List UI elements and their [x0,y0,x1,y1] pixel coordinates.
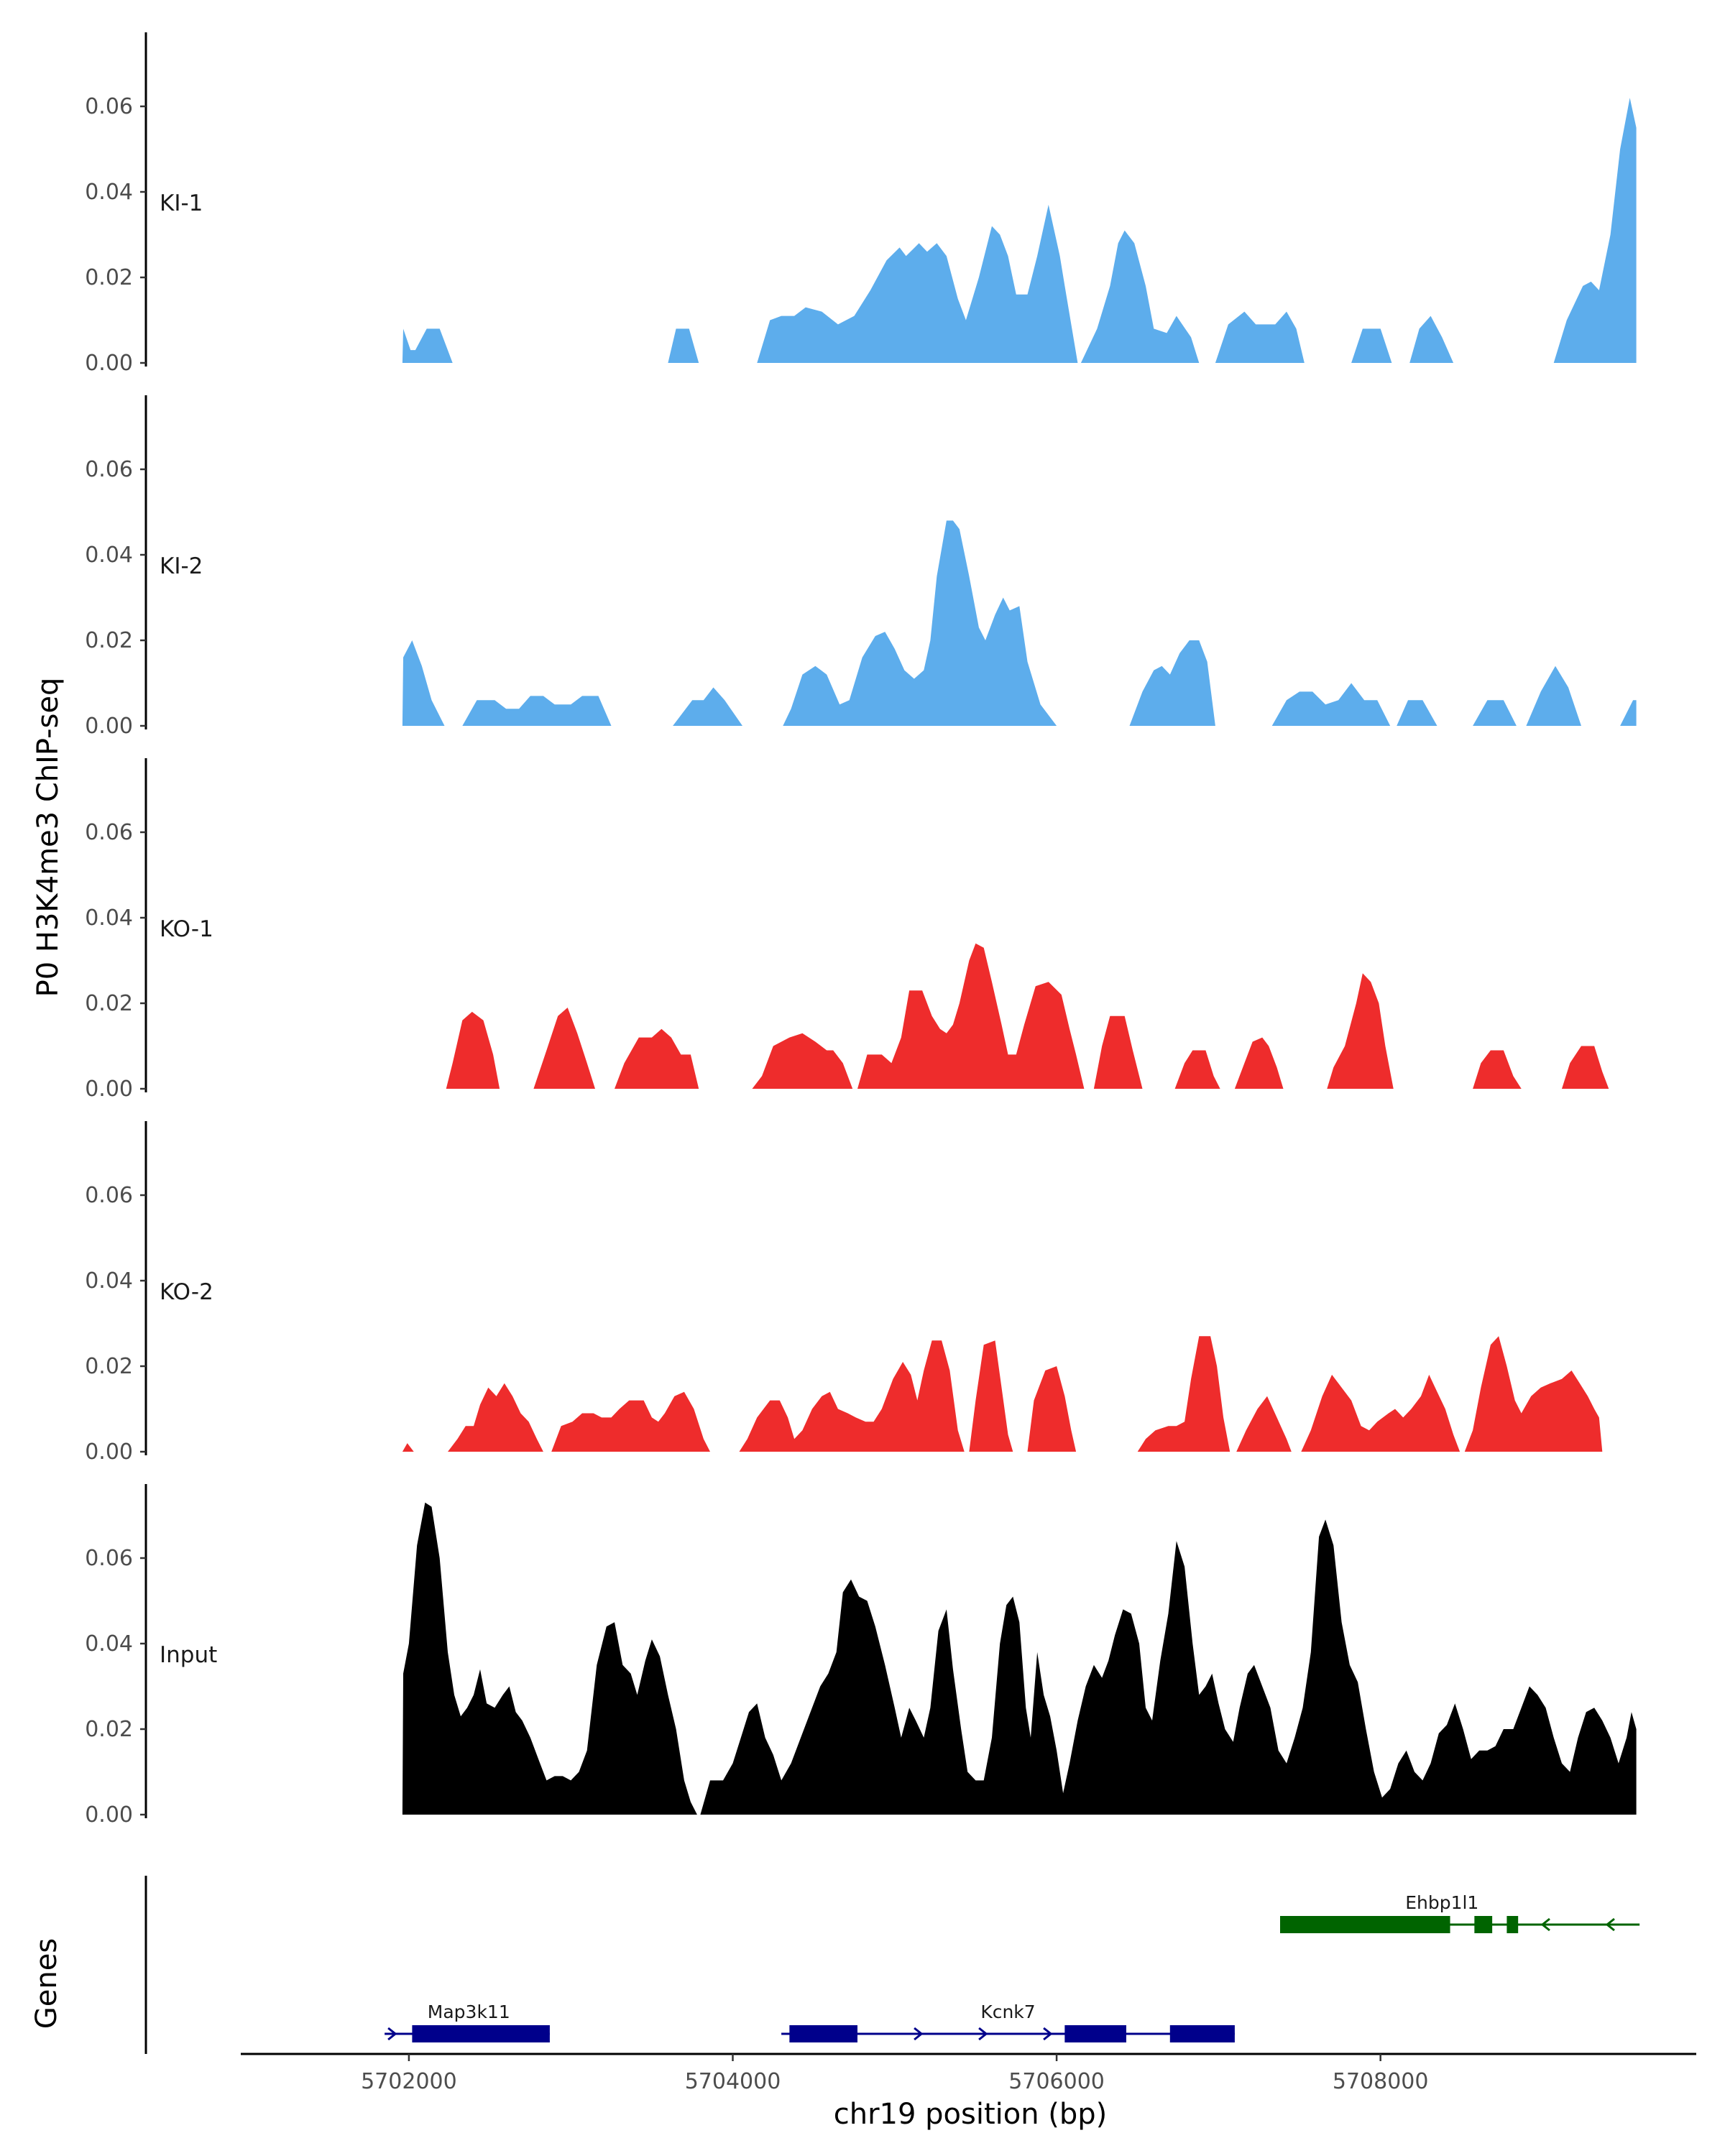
x-tick-label: 5706000 [1008,2069,1105,2094]
y-tick-label: 0.02 [85,1354,133,1379]
strand-arrow [978,2027,988,2041]
genes-layer: Map3k11 Kcnk7 Ehbp1l1 [144,1876,1640,2054]
genes-axis-title: Genes [30,1938,63,2029]
y-axis-title: P0 H3K4me3 ChIP-seq [32,678,65,998]
track-ko-2: 0.00 0.02 0.04 0.06 KO-2 [85,1121,1603,1465]
track-ko-1: 0.00 0.02 0.04 0.06 KO-1 [85,758,1609,1102]
gene-exon [1506,1916,1519,1933]
y-tick-label: 0.04 [85,1631,133,1657]
track-area-ko-2 [402,1336,1603,1452]
y-tick-label: 0.00 [85,1077,133,1102]
gene-exon [1474,1916,1493,1933]
strand-arrow [387,2027,397,2041]
tracks-layer: 0.00 0.02 0.04 0.06 KI-1 0.00 0.02 0.04 0.06 KI-2… [85,32,1637,1828]
y-tick-label: 0.06 [85,1183,133,1208]
gene-label: Ehbp1l1 [1405,1892,1478,1913]
gene-label: Kcnk7 [980,2001,1035,2022]
strand-arrow [1540,1917,1550,1932]
y-tick-label: 0.02 [85,265,133,290]
track-area-ko-1 [446,943,1609,1089]
track-label: KO-1 [160,916,213,942]
track-area-input [402,1502,1637,1815]
y-tick-label: 0.06 [85,1546,133,1571]
y-tick-label: 0.06 [85,94,133,119]
y-tick-label: 0.04 [85,1268,133,1294]
track-input: 0.00 0.02 0.04 0.06 Input [85,1484,1637,1828]
y-tick-label: 0.02 [85,991,133,1016]
gene-map3k11: Map3k11 [385,2001,550,2042]
gene-exon [1169,2025,1235,2042]
gene-exon [412,2025,550,2042]
gene-kcnk7: Kcnk7 [781,2001,1235,2042]
y-tick-label: 0.06 [85,457,133,482]
track-label: KI-2 [160,553,203,579]
x-axis: 5702000 5704000 5706000 5708000 [241,2053,1696,2094]
y-tick-label: 0.00 [85,714,133,739]
gene-ehbp1l1: Ehbp1l1 [1279,1892,1640,1933]
x-axis-title: chr19 position (bp) [834,2098,1108,2131]
y-tick-label: 0.04 [85,180,133,205]
track-ki-1: 0.00 0.02 0.04 0.06 KI-1 [85,32,1637,376]
track-label: Input [160,1642,217,1668]
x-tick-label: 5704000 [685,2069,781,2094]
track-ki-2: 0.00 0.02 0.04 0.06 KI-2 [85,395,1637,739]
gene-exon [789,2025,857,2042]
y-tick-label: 0.00 [85,351,133,376]
strand-arrow [914,2027,924,2041]
gene-label: Map3k11 [428,2001,510,2022]
y-tick-label: 0.02 [85,628,133,653]
y-tick-label: 0.02 [85,1717,133,1742]
y-tick-label: 0.06 [85,820,133,845]
y-tick-label: 0.04 [85,543,133,568]
x-tick-label: 5708000 [1333,2069,1429,2094]
gene-exon [1064,2025,1126,2042]
y-tick-label: 0.00 [85,1802,133,1828]
strand-arrow [1605,1917,1615,1932]
track-area-ki-1 [402,98,1637,363]
track-label: KO-2 [160,1279,213,1305]
track-area-ki-2 [402,520,1637,726]
y-tick-label: 0.00 [85,1439,133,1465]
strand-arrow [1043,2027,1053,2041]
gene-exon [1279,1916,1450,1933]
track-label: KI-1 [160,190,203,216]
y-tick-label: 0.04 [85,906,133,931]
x-tick-label: 5702000 [361,2069,457,2094]
